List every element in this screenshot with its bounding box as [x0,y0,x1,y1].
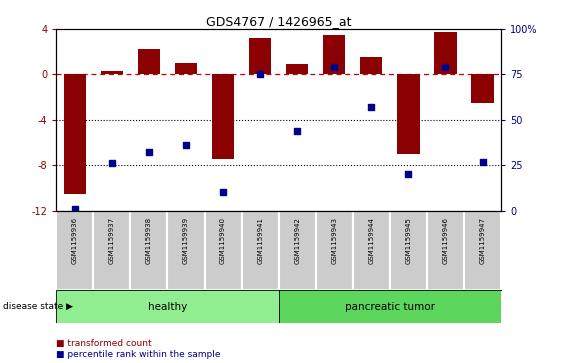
Bar [101,71,123,74]
Bar [64,74,86,193]
Bar [175,63,197,74]
Point [145,150,154,155]
Point [70,206,79,212]
Text: GSM1159946: GSM1159946 [443,217,449,264]
Point [441,64,450,70]
Text: ■ transformed count: ■ transformed count [56,339,152,348]
Point [330,64,339,70]
FancyBboxPatch shape [56,211,93,290]
Bar [138,49,160,74]
Bar [286,64,309,74]
Text: healthy: healthy [148,302,187,312]
Text: pancreatic tumor: pancreatic tumor [345,302,435,312]
Text: ■ percentile rank within the sample: ■ percentile rank within the sample [56,350,221,359]
Text: GSM1159936: GSM1159936 [72,217,78,264]
Text: GSM1159947: GSM1159947 [480,217,485,264]
Point [404,171,413,177]
Bar [397,74,419,154]
Text: GSM1159940: GSM1159940 [220,217,226,264]
Text: GSM1159941: GSM1159941 [257,217,263,264]
FancyBboxPatch shape [353,211,390,290]
Point [478,159,487,164]
Bar [212,74,234,159]
FancyBboxPatch shape [464,211,501,290]
Point [367,104,376,110]
Bar [249,38,271,74]
FancyBboxPatch shape [204,211,242,290]
Bar [435,32,457,74]
FancyBboxPatch shape [279,211,316,290]
Bar [471,74,494,103]
FancyBboxPatch shape [168,211,204,290]
Point [181,142,190,148]
FancyBboxPatch shape [93,211,131,290]
Text: GSM1159942: GSM1159942 [294,217,300,264]
Text: GSM1159943: GSM1159943 [331,217,337,264]
Title: GDS4767 / 1426965_at: GDS4767 / 1426965_at [206,15,351,28]
Bar [323,35,346,74]
Text: GSM1159939: GSM1159939 [183,217,189,264]
Text: GSM1159938: GSM1159938 [146,217,152,264]
Bar [360,57,382,74]
FancyBboxPatch shape [242,211,279,290]
FancyBboxPatch shape [279,290,501,323]
FancyBboxPatch shape [316,211,353,290]
Text: disease state ▶: disease state ▶ [3,302,73,311]
Point [108,160,117,166]
Point [293,128,302,134]
FancyBboxPatch shape [131,211,168,290]
FancyBboxPatch shape [390,211,427,290]
FancyBboxPatch shape [427,211,464,290]
Text: GSM1159945: GSM1159945 [405,217,412,264]
Point [256,72,265,77]
Text: GSM1159944: GSM1159944 [368,217,374,264]
FancyBboxPatch shape [56,290,279,323]
Text: GSM1159937: GSM1159937 [109,217,115,264]
Point [218,189,227,195]
